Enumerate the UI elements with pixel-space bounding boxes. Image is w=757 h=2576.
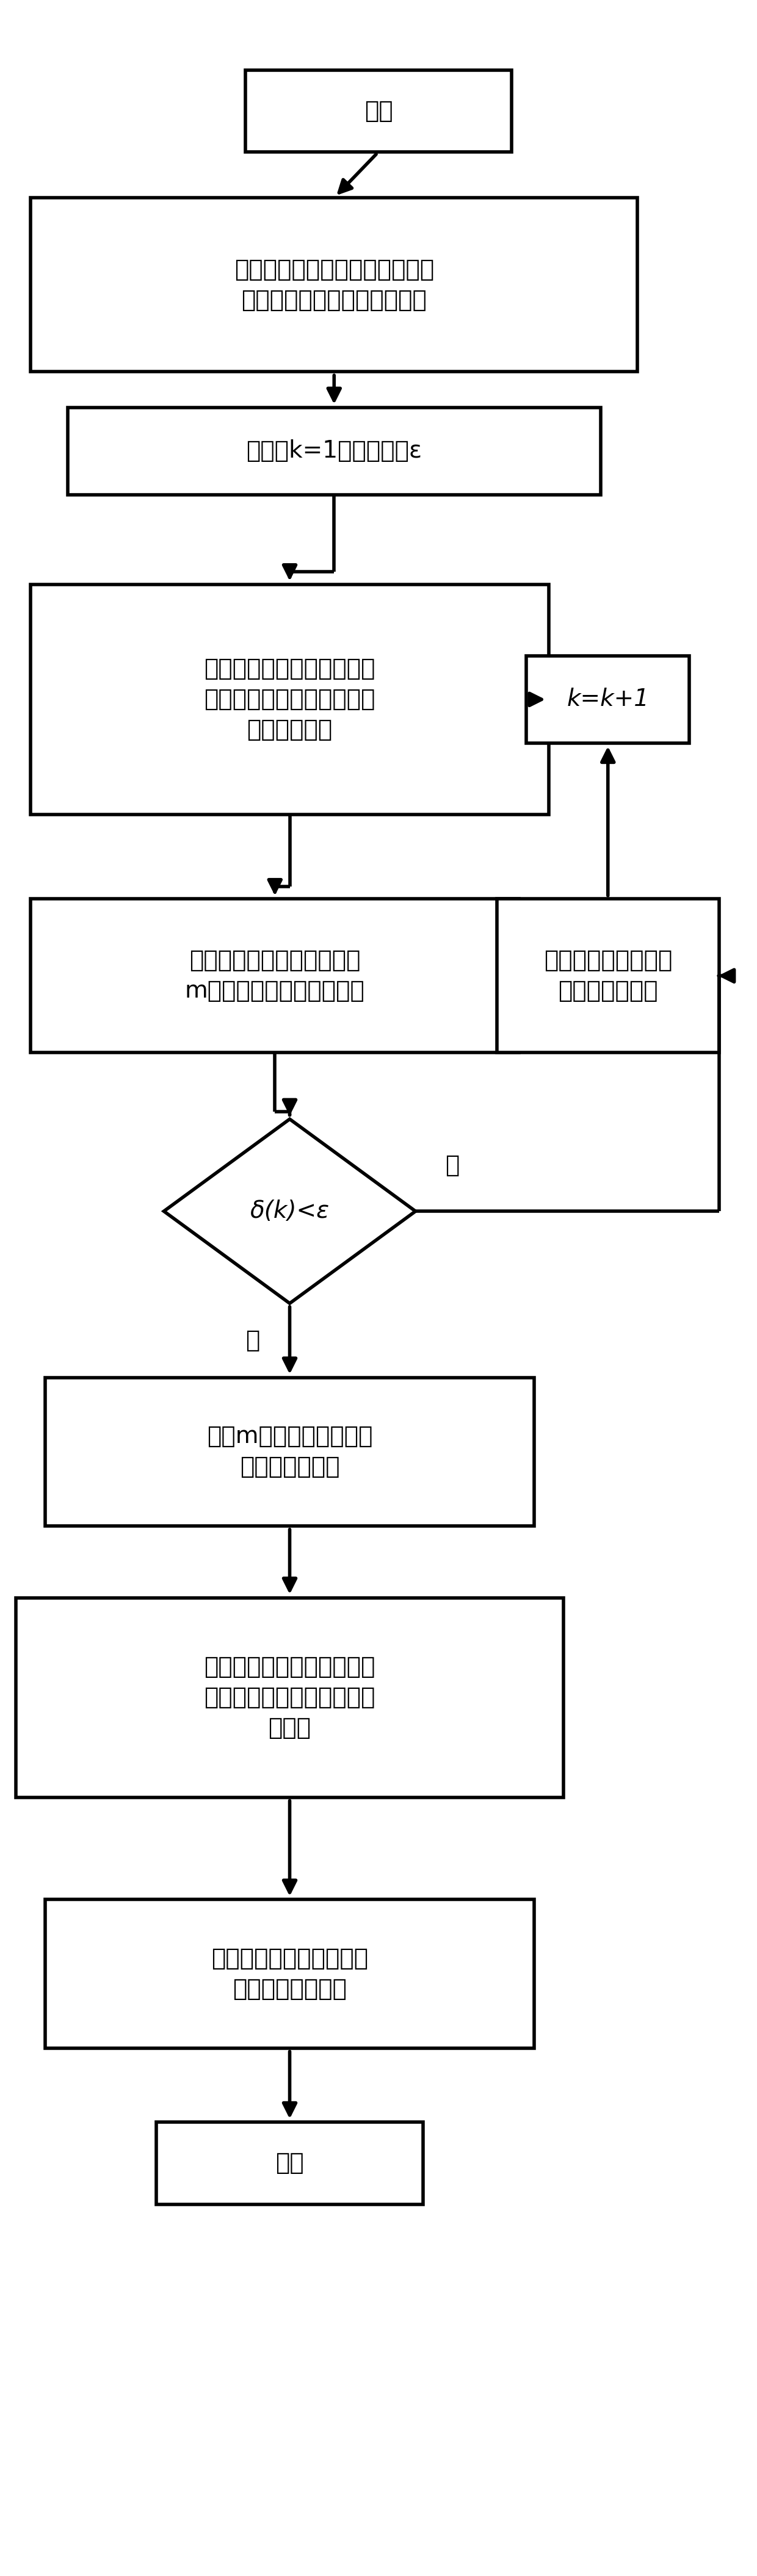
Bar (45, 1899, 534, 2048)
Bar (157, 2123, 423, 2205)
Bar (45, 1378, 534, 1525)
Text: 利用函数关系求解出其他
刀位点的补偿位置: 利用函数关系求解出其他 刀位点的补偿位置 (211, 1947, 368, 2002)
Text: 镜像补偿修改刀位点
位置及刀轴矢量: 镜像补偿修改刀位点 位置及刀轴矢量 (544, 948, 672, 1002)
Text: 读取自动生成的刀位数据文件，
建立工件坐标系和刀具坐标系: 读取自动生成的刀位数据文件， 建立工件坐标系和刀具坐标系 (234, 258, 434, 312)
Text: 是: 是 (245, 1329, 260, 1352)
Text: 记录m个新刀位点信息，
得到变形补偿量: 记录m个新刀位点信息， 得到变形补偿量 (207, 1425, 372, 1479)
Text: 基于最小二乘法拟合铣削力
大小与对应变形补偿量的函
数关系: 基于最小二乘法拟合铣削力 大小与对应变形补偿量的函 数关系 (204, 1656, 375, 1739)
Polygon shape (164, 1118, 416, 1303)
Text: 根据五轴加工峰值铣削力模
型计算出峰值铣削力大小，
并确定受力点: 根据五轴加工峰值铣削力模 型计算出峰值铣削力大小， 并确定受力点 (204, 657, 375, 742)
Text: 基于悬臂梁模型计算选取的
m个刀位点处的刀具变形量: 基于悬臂梁模型计算选取的 m个刀位点处的刀具变形量 (185, 948, 365, 1002)
Bar (497, 899, 719, 1054)
Text: k=k+1: k=k+1 (567, 688, 650, 711)
Bar (16, 1597, 563, 1798)
Bar (245, 70, 512, 152)
Bar (31, 585, 549, 814)
Bar (31, 899, 519, 1054)
Text: k=k+1: k=k+1 (567, 688, 649, 711)
Bar (67, 407, 600, 495)
Text: δ(k)<ε: δ(k)<ε (250, 1200, 329, 1224)
Text: 结束: 结束 (276, 2151, 304, 2174)
Bar (527, 657, 690, 742)
Text: 否: 否 (445, 1154, 459, 1177)
Text: 开始: 开始 (364, 100, 393, 124)
Bar (31, 198, 637, 371)
Text: 初始化k=1，尺寸公差ε: 初始化k=1，尺寸公差ε (246, 440, 422, 464)
